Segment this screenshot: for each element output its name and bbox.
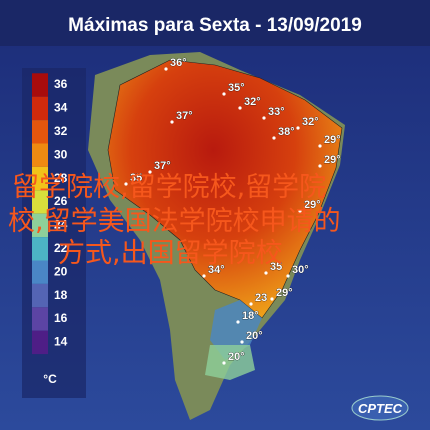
legend-tick-label: 36 <box>54 77 68 91</box>
legend-unit: °C <box>43 372 57 386</box>
station-dot <box>240 340 244 344</box>
legend: 36 34 32 30 28 26 24 22 20 18 16 14 <box>32 73 68 355</box>
station-dot <box>296 126 300 130</box>
legend-tick-label: 32 <box>54 124 68 138</box>
temperature-label: 29° <box>276 287 293 299</box>
station-dot <box>318 164 322 168</box>
legend-tick-label: 16 <box>54 311 68 325</box>
title-bar <box>0 0 430 46</box>
legend-tick-label: 22 <box>54 241 68 255</box>
legend-tick-label: 24 <box>54 218 68 232</box>
legend-tick-label: 14 <box>54 335 68 349</box>
temperature-label: 37° <box>154 160 171 172</box>
logo-badge <box>351 395 409 421</box>
uruguay-region <box>205 345 255 380</box>
temperature-label: 23 <box>255 292 267 304</box>
legend-swatch <box>32 330 48 355</box>
station-dot <box>249 302 253 306</box>
legend-tick-label: 26 <box>54 194 68 208</box>
legend-swatch <box>32 166 48 191</box>
temperature-labels: 36° 35° 32° 33° 37° 32° 38° 29° 29° 37° 35 29° 34° 35… <box>124 57 341 365</box>
temperature-label: 20° <box>228 351 245 363</box>
temperature-label: 33° <box>268 106 285 118</box>
station-dot <box>202 274 206 278</box>
legend-swatch <box>32 143 48 167</box>
temperature-label: 38° <box>278 126 295 138</box>
station-dot <box>170 120 174 124</box>
temperature-label: 35° <box>228 82 245 94</box>
station-dot <box>298 209 302 213</box>
temperature-label: 29° <box>324 134 341 146</box>
legend-swatch <box>32 96 48 121</box>
temperature-label: 32° <box>302 116 319 128</box>
station-dot <box>272 136 276 140</box>
station-dot <box>124 182 128 186</box>
legend-swatch <box>32 190 48 214</box>
legend-swatch <box>32 120 48 144</box>
station-dot <box>238 106 242 110</box>
station-dot <box>318 144 322 148</box>
legend-tick-label: 28 <box>54 171 68 185</box>
legend-swatch <box>32 237 48 261</box>
station-dot <box>148 170 152 174</box>
title: Máximas para Sexta - 13/09/2019 <box>68 15 362 36</box>
temperature-label: 18° <box>242 310 259 322</box>
legend-swatch <box>32 213 48 238</box>
legend-swatch <box>32 283 48 308</box>
legend-tick-label: 34 <box>54 101 68 115</box>
overlay-line: 校,留学美国法学院校申请的 <box>8 206 341 237</box>
station-dot <box>286 274 290 278</box>
station-dot <box>264 271 268 275</box>
legend-tick-label: 20 <box>54 264 68 278</box>
legend-tick-label: 18 <box>54 288 68 302</box>
temperature-label: 36° <box>170 57 187 69</box>
overlay-line: 方式,出国留学院校 <box>58 238 283 269</box>
logo: CPTEC <box>358 401 403 416</box>
temperature-label: 32° <box>244 96 261 108</box>
temperature-label: 37° <box>176 110 193 122</box>
legend-swatch <box>32 307 48 331</box>
temperature-label: 34° <box>208 264 225 276</box>
temperature-label: 29° <box>304 199 321 211</box>
station-dot <box>222 361 226 365</box>
station-dot <box>262 116 266 120</box>
temperature-label: 30° <box>292 264 309 276</box>
temperature-label: 35 <box>130 172 142 184</box>
overlay-line: 留学院校,留学院校,留学院 <box>12 172 326 203</box>
temperature-label: 29° <box>324 154 341 166</box>
legend-swatch <box>32 73 48 97</box>
station-dot <box>222 92 226 96</box>
station-dot <box>270 297 274 301</box>
legend-swatch <box>32 260 48 284</box>
temperature-label: 20° <box>246 330 263 342</box>
legend-tick-label: 30 <box>54 147 68 161</box>
station-dot <box>236 320 240 324</box>
temperature-label: 35 <box>270 261 282 273</box>
brazil <box>107 59 343 319</box>
station-dot <box>164 67 168 71</box>
